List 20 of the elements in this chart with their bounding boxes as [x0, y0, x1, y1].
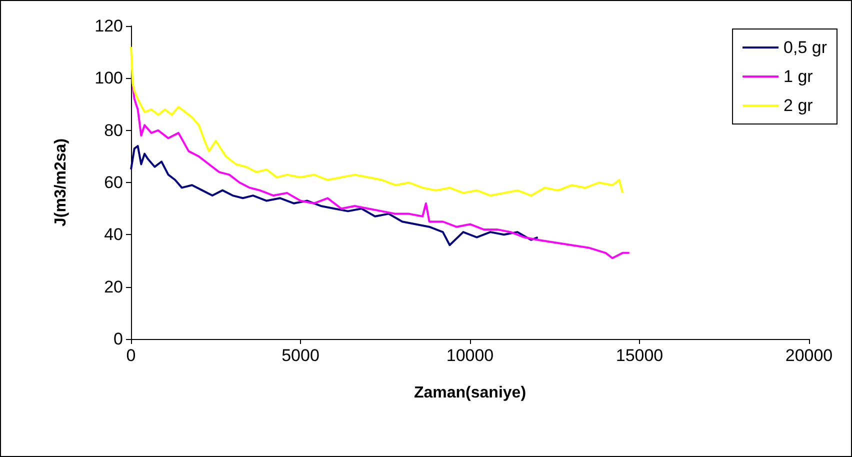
x-axis-title: Zaman(saniye) [414, 384, 526, 402]
line-series [130, 144, 539, 246]
legend-label: 2 gr [784, 96, 814, 115]
x-tick-label: 5000 [282, 346, 320, 365]
x-tick-label: 0 [126, 346, 136, 365]
legend-label: 0,5 gr [784, 38, 828, 57]
legend-label: 1 gr [784, 67, 814, 86]
y-tick-label: 100 [94, 68, 123, 88]
line-series [130, 46, 624, 197]
x-tick-label: 20000 [785, 346, 833, 365]
y-tick-label: 0 [114, 330, 123, 348]
y-tick-label: 20 [104, 277, 123, 296]
y-tick-label: 80 [104, 120, 123, 140]
x-tick-label: 10000 [446, 346, 494, 365]
line-series [132, 84, 630, 260]
y-tick-label: 60 [104, 173, 123, 192]
y-axis-title: J(m3/m2sa) [52, 138, 70, 227]
y-tick-label: 120 [94, 16, 123, 36]
y-tick-label: 40 [104, 225, 123, 244]
x-tick-label: 15000 [616, 346, 664, 365]
